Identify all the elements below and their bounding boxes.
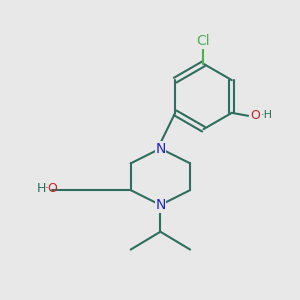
Text: N: N xyxy=(155,142,166,155)
Text: Cl: Cl xyxy=(197,34,210,48)
Text: ·H: ·H xyxy=(261,110,273,120)
Text: H: H xyxy=(37,182,46,195)
Text: N: N xyxy=(155,198,166,212)
Text: ·O: ·O xyxy=(44,182,58,195)
Text: O: O xyxy=(251,109,260,122)
